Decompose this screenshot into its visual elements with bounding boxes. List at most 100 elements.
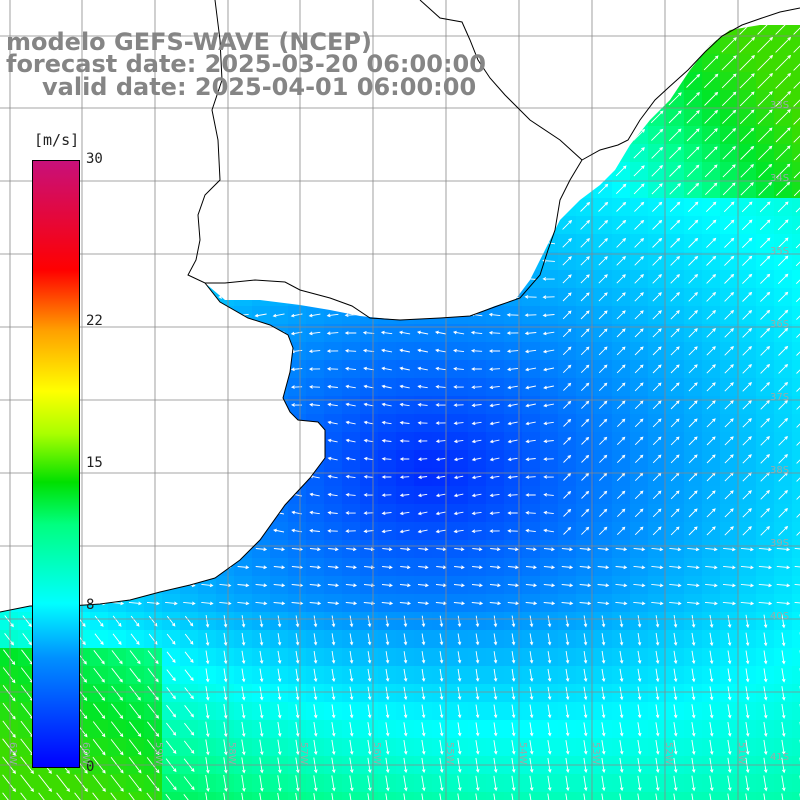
wind-arrow xyxy=(416,330,429,335)
wind-arrow xyxy=(343,114,358,119)
wind-cell xyxy=(0,468,18,486)
wind-arrow xyxy=(579,39,591,51)
wind-arrow xyxy=(109,294,124,299)
wind-arrow xyxy=(598,364,608,374)
wind-cell xyxy=(90,378,108,396)
wind-arrow xyxy=(18,96,35,101)
wind-cell xyxy=(252,216,270,234)
wind-arrow xyxy=(163,8,179,11)
wind-cell xyxy=(0,450,18,468)
wind-cell xyxy=(90,180,108,198)
wind-arrow xyxy=(775,90,792,107)
wind-cell xyxy=(234,0,252,18)
wind-arrow xyxy=(523,150,538,155)
wind-cell xyxy=(792,468,800,486)
wind-arrow xyxy=(562,310,572,320)
wind-arrow xyxy=(199,222,214,227)
wind-cell xyxy=(486,72,504,90)
wind-arrow xyxy=(453,493,464,498)
wind-arrow xyxy=(326,223,340,228)
wind-cell xyxy=(234,396,252,414)
wind-cell xyxy=(792,522,800,540)
wind-arrow xyxy=(760,400,770,410)
wind-arrow xyxy=(724,400,734,410)
wind-cell xyxy=(414,216,432,234)
wind-arrow xyxy=(760,309,771,320)
wind-arrow xyxy=(200,403,213,408)
wind-cell xyxy=(342,108,360,126)
wind-cell xyxy=(342,0,360,18)
wind-arrow xyxy=(55,7,71,11)
wind-cell xyxy=(270,126,288,144)
wind-arrow xyxy=(217,7,232,11)
wind-arrow xyxy=(2,565,17,570)
wind-cell xyxy=(306,198,324,216)
wind-arrow xyxy=(163,240,178,245)
wind-arrow xyxy=(253,222,268,227)
wind-cell xyxy=(324,0,342,18)
wind-cell xyxy=(792,288,800,306)
wind-cell xyxy=(216,486,234,504)
wind-arrow xyxy=(290,277,303,282)
wind-arrow xyxy=(540,97,557,101)
wind-cell xyxy=(414,144,432,162)
wind-cell xyxy=(0,234,18,252)
wind-arrow xyxy=(1,402,16,407)
wind-arrow xyxy=(652,418,662,428)
wind-arrow xyxy=(36,151,53,156)
wind-arrow xyxy=(668,37,683,52)
wind-arrow xyxy=(739,55,755,71)
wind-cell xyxy=(252,0,270,18)
wind-arrow xyxy=(775,127,791,143)
wind-arrow xyxy=(452,294,465,299)
wind-arrow xyxy=(742,309,753,320)
wind-arrow xyxy=(254,421,267,426)
wind-cell xyxy=(792,684,800,702)
wind-arrow xyxy=(433,187,448,192)
wind-arrow xyxy=(562,165,573,176)
wind-cell xyxy=(792,162,800,180)
wind-cell xyxy=(612,25,630,36)
wind-arrow xyxy=(634,490,644,500)
wind-arrow xyxy=(704,109,719,124)
wind-cell xyxy=(270,432,288,450)
wind-arrow xyxy=(506,204,520,209)
wind-arrow xyxy=(706,346,716,356)
lat-label: 35S xyxy=(770,246,790,257)
wind-cell xyxy=(252,270,270,288)
wind-arrow xyxy=(580,4,591,15)
wind-cell xyxy=(342,180,360,198)
wind-cell xyxy=(126,396,144,414)
wind-arrow xyxy=(688,454,698,464)
wind-arrow xyxy=(417,439,428,443)
wind-cell xyxy=(486,162,504,180)
wind-cell xyxy=(630,36,648,54)
wind-cell xyxy=(468,0,486,18)
wind-arrow xyxy=(91,205,106,210)
wind-cell xyxy=(342,216,360,234)
wind-arrow xyxy=(489,457,500,462)
wind-arrow xyxy=(597,39,609,51)
wind-cell xyxy=(594,90,612,108)
wind-arrow xyxy=(361,169,376,174)
wind-cell xyxy=(0,414,18,432)
wind-cell xyxy=(216,0,234,18)
wind-arrow xyxy=(91,348,106,353)
wind-arrow xyxy=(670,436,680,446)
wind-cell xyxy=(0,180,18,198)
wind-arrow xyxy=(397,115,412,120)
wind-cell xyxy=(360,234,378,252)
wind-cell xyxy=(144,234,162,252)
wind-cell xyxy=(234,108,252,126)
wind-cell xyxy=(90,504,108,522)
wind-arrow xyxy=(522,61,539,66)
wind-arrow xyxy=(758,163,773,178)
wind-arrow xyxy=(381,348,393,353)
wind-arrow xyxy=(562,219,573,230)
wind-arrow xyxy=(580,238,590,248)
wind-arrow xyxy=(632,56,646,70)
wind-arrow xyxy=(254,439,267,443)
wind-arrow xyxy=(724,328,734,338)
wind-cell xyxy=(162,162,180,180)
